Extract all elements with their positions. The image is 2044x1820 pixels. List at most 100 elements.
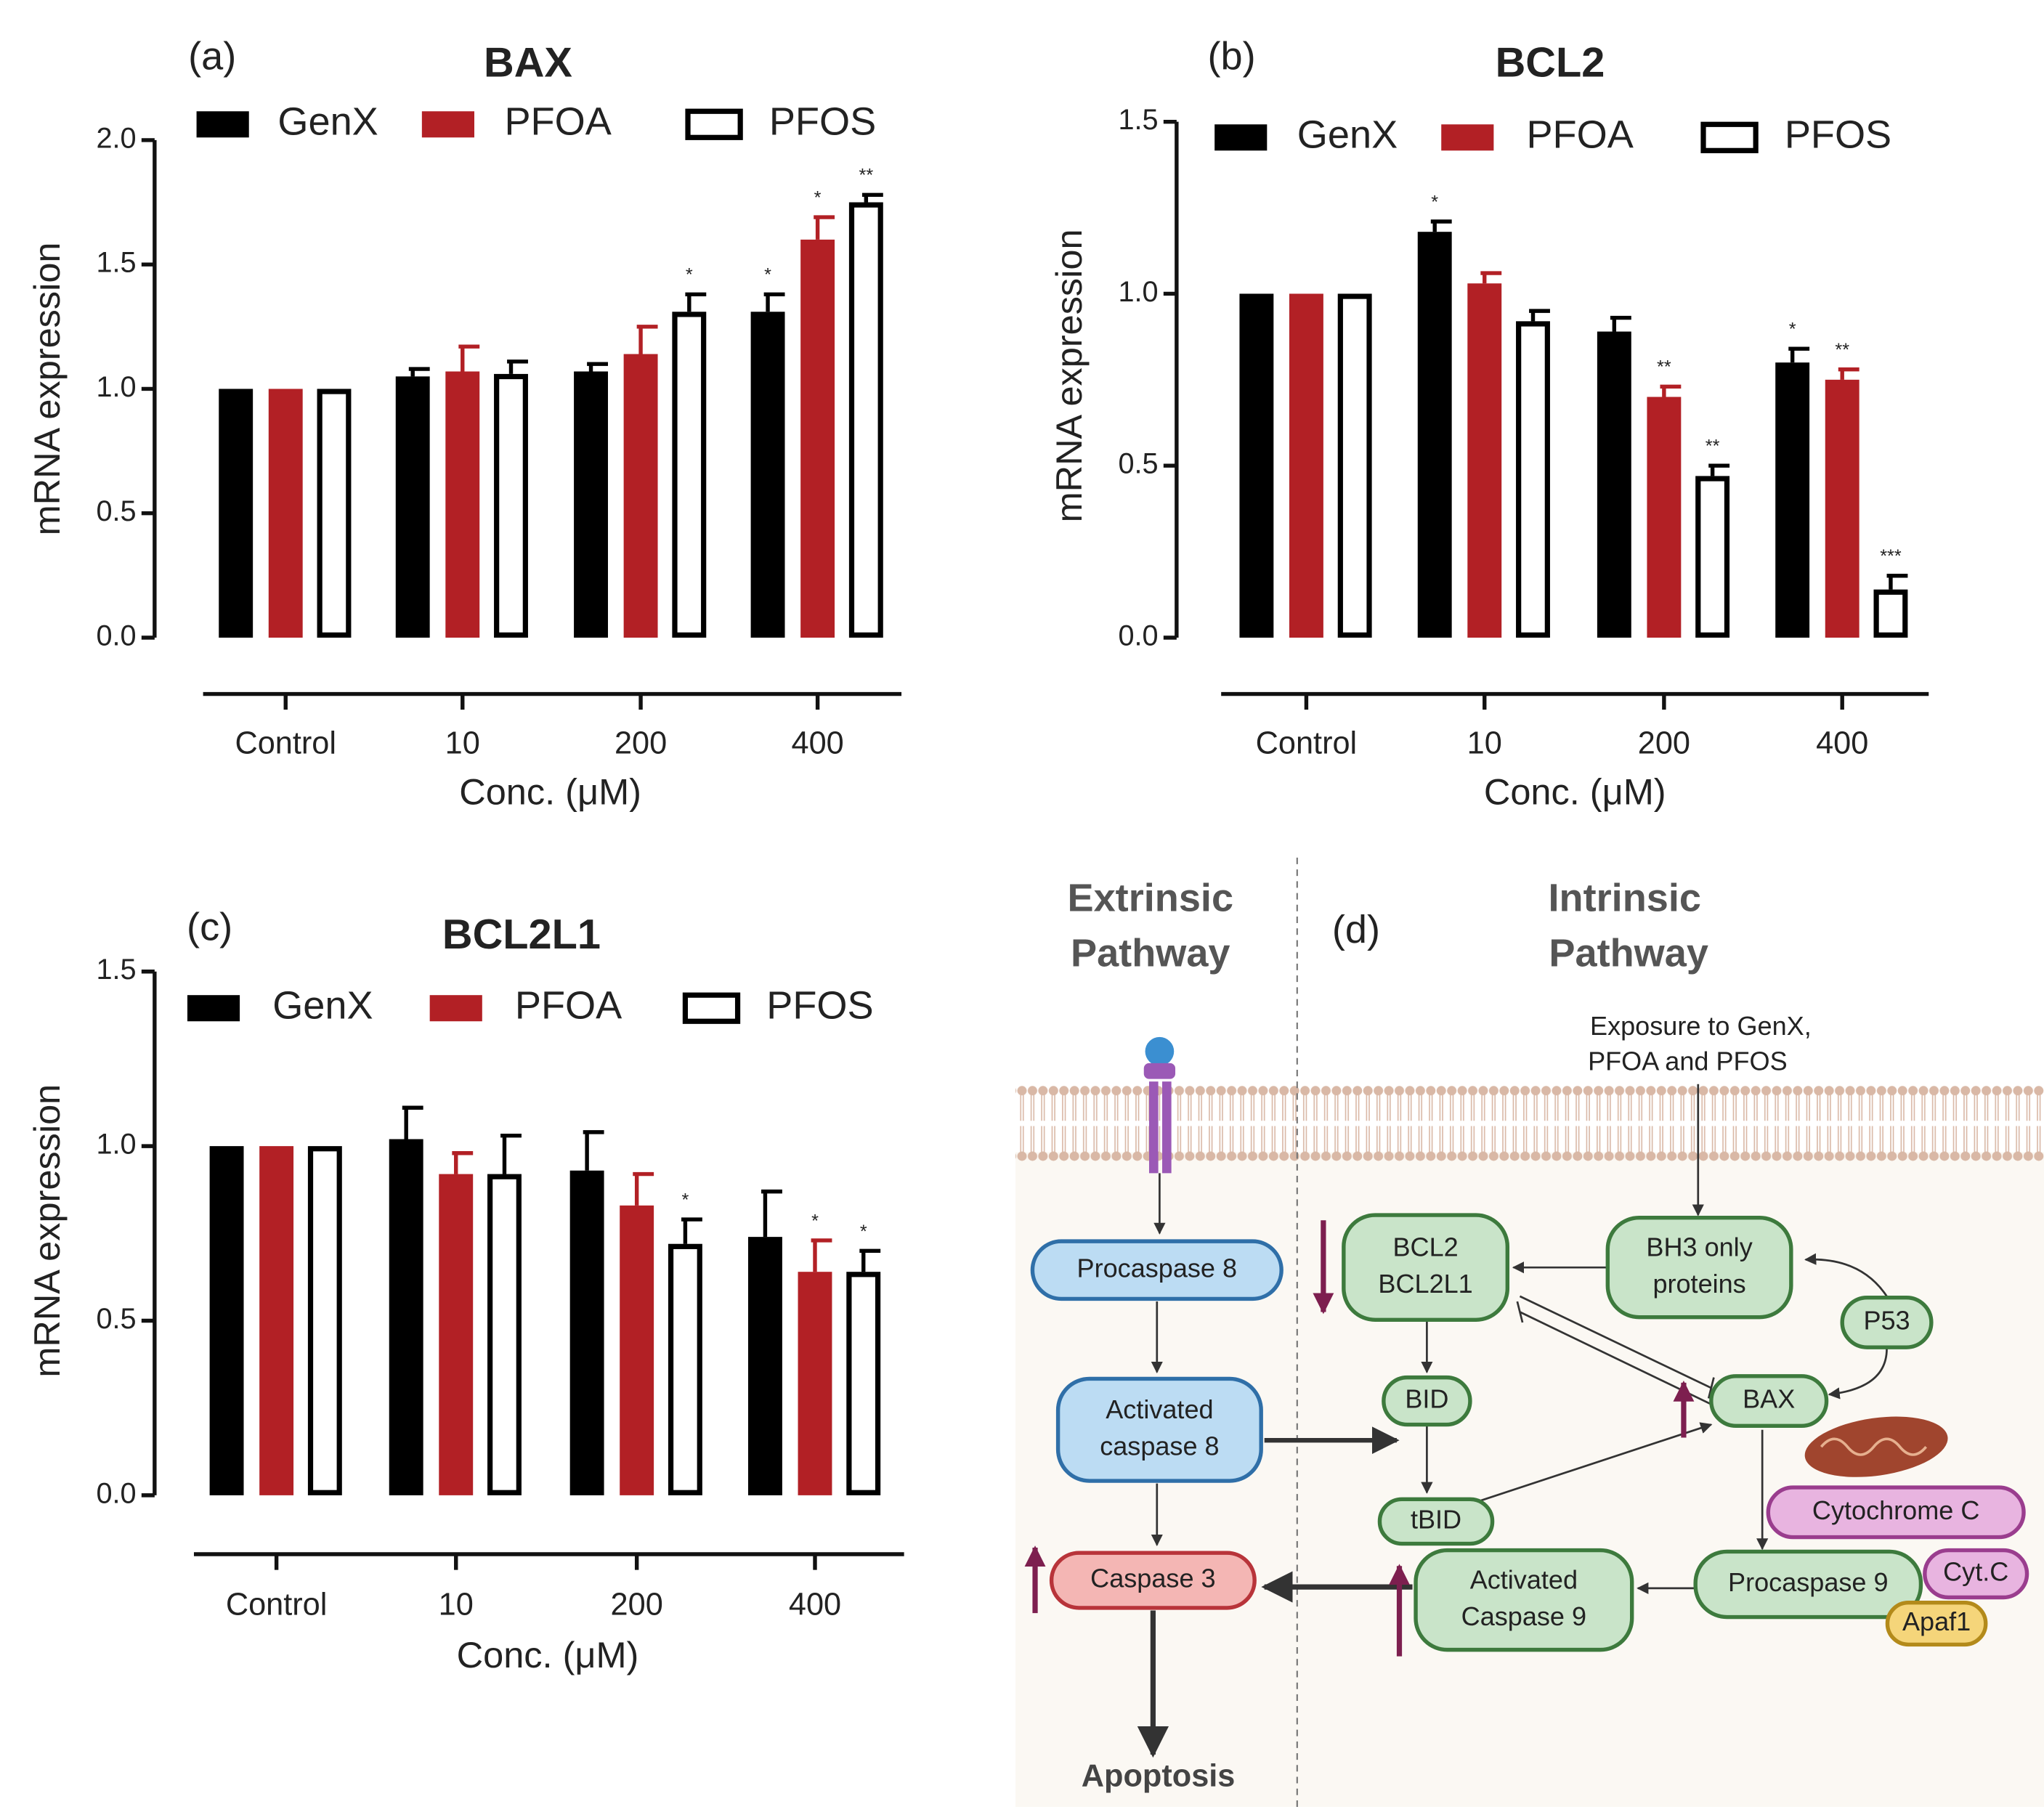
node <box>1055 1376 1263 1483</box>
significance: ** <box>1657 357 1671 378</box>
node <box>1414 1548 1634 1652</box>
y-tick-label: 1.5 <box>1118 104 1158 136</box>
error-bar <box>500 1133 522 1174</box>
node-label: BCL2 <box>1392 1232 1458 1262</box>
bar <box>1516 321 1550 638</box>
y-tick-label: 2.0 <box>96 122 136 154</box>
panel-label: (b) <box>1208 34 1256 78</box>
x-axis-label: Conc. (μM) <box>1484 771 1666 813</box>
legend-swatch <box>682 992 741 1024</box>
legend-swatch <box>1441 124 1494 151</box>
pathway-diagram: (d) Extrinsic Pathway Intrinsic Pathway … <box>1015 857 2044 1807</box>
receptor <box>1143 1036 1176 1174</box>
y-tick-label: 1.0 <box>96 371 136 403</box>
significance: * <box>860 1222 867 1242</box>
bar <box>268 389 303 638</box>
error-bar <box>1660 384 1682 397</box>
significance: * <box>814 188 822 208</box>
node-label: BAX <box>1743 1384 1795 1414</box>
bar <box>445 371 480 638</box>
heading: Extrinsic <box>1067 877 1233 920</box>
x-tick-label: Control <box>226 1588 328 1622</box>
node <box>1693 1549 1923 1620</box>
y-axis-label: mRNA expression <box>26 242 68 535</box>
significance: * <box>1431 192 1438 212</box>
node <box>1605 1215 1793 1320</box>
x-axis-label: Conc. (μM) <box>459 771 641 813</box>
bar <box>395 376 430 638</box>
error-bar <box>814 215 835 240</box>
chart: (c) BCL2L1 mRNA expression Conc. (μM) 0.0 0.5… <box>26 905 904 1675</box>
x-tick-label: 10 <box>439 1588 474 1622</box>
bar <box>307 1146 342 1495</box>
error-bar <box>811 1238 832 1272</box>
mitochondrion <box>1804 1416 1948 1477</box>
bar <box>1775 362 1810 638</box>
node-label: Procaspase 9 <box>1728 1567 1888 1597</box>
y-tick-label: 0.0 <box>96 619 136 651</box>
legend-label: GenX <box>272 984 373 1028</box>
bar <box>494 373 528 638</box>
node <box>1382 1375 1472 1427</box>
node <box>1030 1239 1283 1301</box>
error-bar <box>861 192 883 203</box>
bar <box>750 312 785 638</box>
bar <box>623 354 658 638</box>
error-bar <box>1788 346 1810 363</box>
legend-label: PFOA <box>1526 113 1633 157</box>
error-bar <box>1886 574 1908 590</box>
significance: ** <box>1835 340 1849 360</box>
legend-label: PFOS <box>766 984 873 1028</box>
node <box>1342 1213 1510 1323</box>
panel-label: (c) <box>187 905 232 948</box>
error-bar <box>458 344 480 372</box>
heading: Pathway <box>1071 931 1230 975</box>
bar <box>846 1272 881 1495</box>
chart-title: BCL2 <box>1496 39 1605 86</box>
chart-title: BAX <box>484 39 572 86</box>
error-bar <box>636 325 658 354</box>
y-tick-label: 0.0 <box>96 1477 136 1509</box>
bar <box>439 1174 474 1495</box>
bar <box>389 1139 423 1495</box>
bar <box>668 1243 702 1495</box>
bar <box>569 1170 604 1495</box>
legend-swatch <box>1214 124 1268 151</box>
node-label: P53 <box>1863 1305 1910 1335</box>
node-label: proteins <box>1652 1269 1745 1299</box>
error-bar <box>633 1171 654 1206</box>
significance: * <box>764 265 771 285</box>
heading: Pathway <box>1549 931 1708 975</box>
exposure-text: PFOA and PFOS <box>1588 1046 1788 1076</box>
bar <box>800 239 835 638</box>
x-tick-label: 10 <box>1467 726 1502 760</box>
chart: (a) BAX mRNA expression Conc. (μM) 0.0 0.5 1.0… <box>26 34 902 813</box>
node <box>1885 1601 1988 1647</box>
error-bar <box>583 1130 604 1171</box>
y-tick-label: 1.0 <box>1118 276 1158 308</box>
node-label: Activated <box>1470 1564 1578 1594</box>
y-tick-label: 1.0 <box>96 1129 136 1161</box>
error-bar <box>1610 315 1631 332</box>
node <box>1049 1551 1257 1610</box>
error-bar <box>1529 309 1550 322</box>
bar <box>1873 589 1908 638</box>
error-bar <box>452 1151 474 1174</box>
error-bar <box>408 367 430 377</box>
bar <box>798 1272 832 1495</box>
bar <box>848 202 883 638</box>
y-tick-label: 0.5 <box>96 495 136 527</box>
x-tick-label: 200 <box>1638 726 1690 760</box>
x-tick-label: 10 <box>445 726 480 760</box>
bar <box>574 371 608 638</box>
y-tick-label: 1.5 <box>96 247 136 279</box>
error-bar <box>681 1217 702 1244</box>
bar <box>1825 379 1860 638</box>
bar <box>1289 293 1323 638</box>
chart-title: BCL2L1 <box>442 911 601 958</box>
node <box>1923 1548 2029 1600</box>
error-bar <box>587 362 608 372</box>
error-bar <box>685 292 707 312</box>
legend-swatch <box>421 111 474 138</box>
